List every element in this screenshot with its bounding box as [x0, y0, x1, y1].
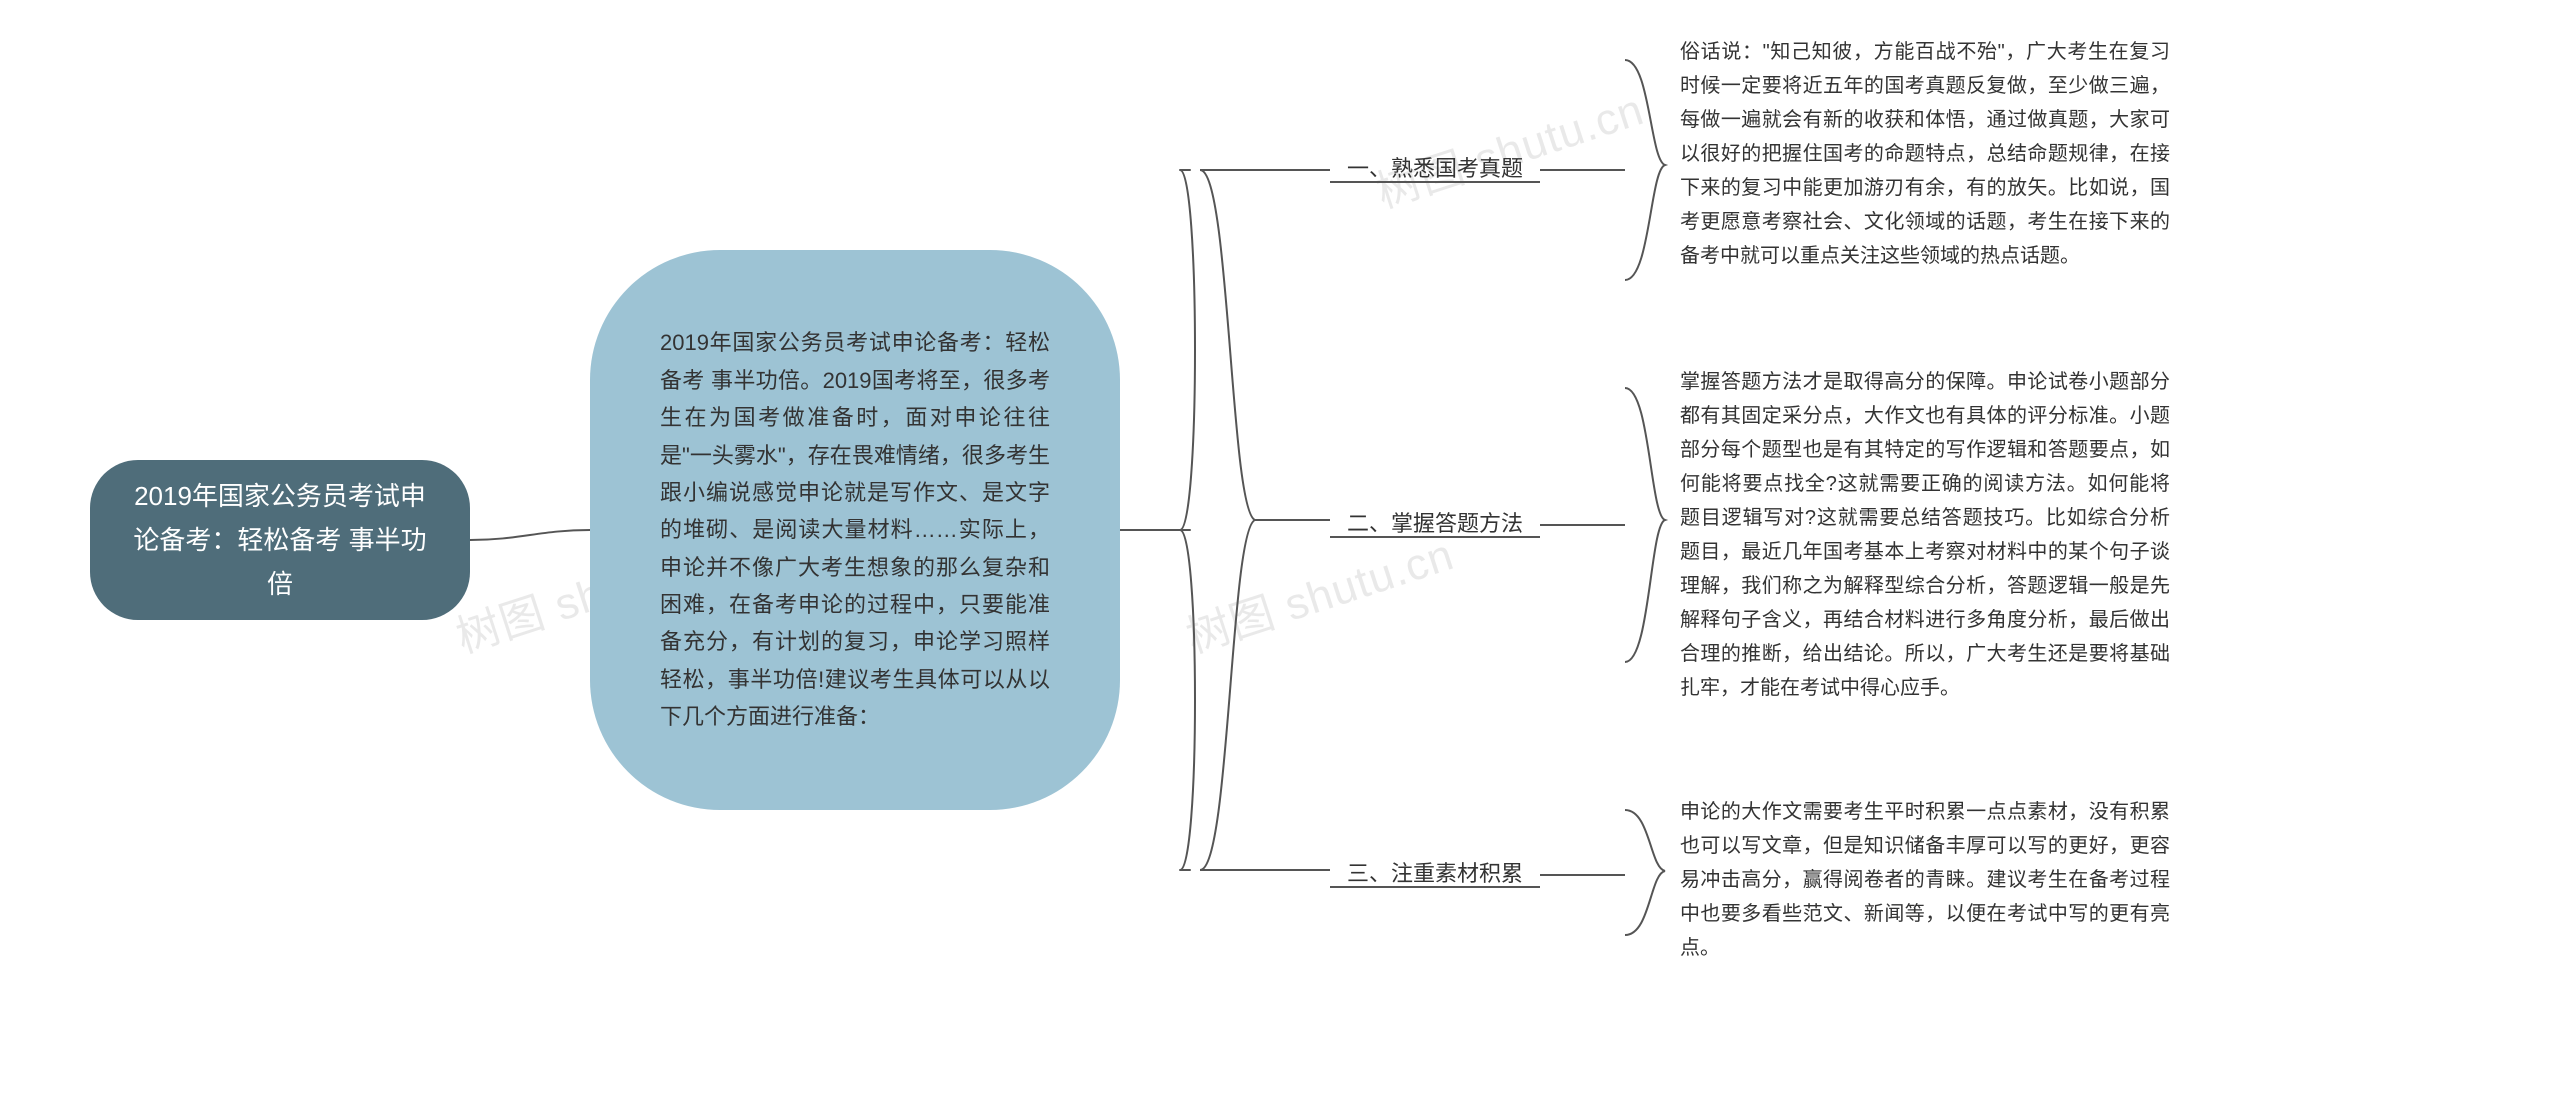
section-2-detail-text: 掌握答题方法才是取得高分的保障。申论试卷小题部分都有其固定采分点，大作文也有具体…: [1680, 365, 2170, 705]
section-1-title: 一、熟悉国考真题: [1330, 150, 1540, 187]
root-text: 2019年国家公务员考试申论备考：轻松备考 事半功倍: [124, 474, 436, 607]
intro-text: 2019年国家公务员考试申论备考：轻松备考 事半功倍。2019国考将至，很多考生…: [660, 324, 1050, 735]
section-1-title-text: 一、熟悉国考真题: [1347, 150, 1523, 187]
section-2-detail: 掌握答题方法才是取得高分的保障。申论试卷小题部分都有其固定采分点，大作文也有具体…: [1680, 365, 2170, 705]
section-1-detail-text: 俗话说："知己知彼，方能百战不殆"，广大考生在复习时候一定要将近五年的国考真题反…: [1680, 35, 2170, 273]
section-2-title-text: 二、掌握答题方法: [1347, 505, 1523, 542]
mindmap-canvas: 树图 shutu.cn 树图 shutu.cn 树图 shutu.cn 2019: [0, 0, 2560, 1101]
root-node: 2019年国家公务员考试申论备考：轻松备考 事半功倍: [90, 460, 470, 620]
section-2-title: 二、掌握答题方法: [1330, 505, 1540, 542]
section-3-title-text: 三、注重素材积累: [1347, 855, 1523, 892]
watermark: 树图 shutu.cn: [1367, 74, 1651, 221]
section-3-detail: 申论的大作文需要考生平时积累一点点素材，没有积累也可以写文章，但是知识储备丰厚可…: [1680, 795, 2170, 965]
section-1-detail: 俗话说："知己知彼，方能百战不殆"，广大考生在复习时候一定要将近五年的国考真题反…: [1680, 35, 2170, 273]
intro-node: 2019年国家公务员考试申论备考：轻松备考 事半功倍。2019国考将至，很多考生…: [590, 250, 1120, 810]
section-3-detail-text: 申论的大作文需要考生平时积累一点点素材，没有积累也可以写文章，但是知识储备丰厚可…: [1680, 795, 2170, 965]
section-3-title: 三、注重素材积累: [1330, 855, 1540, 892]
